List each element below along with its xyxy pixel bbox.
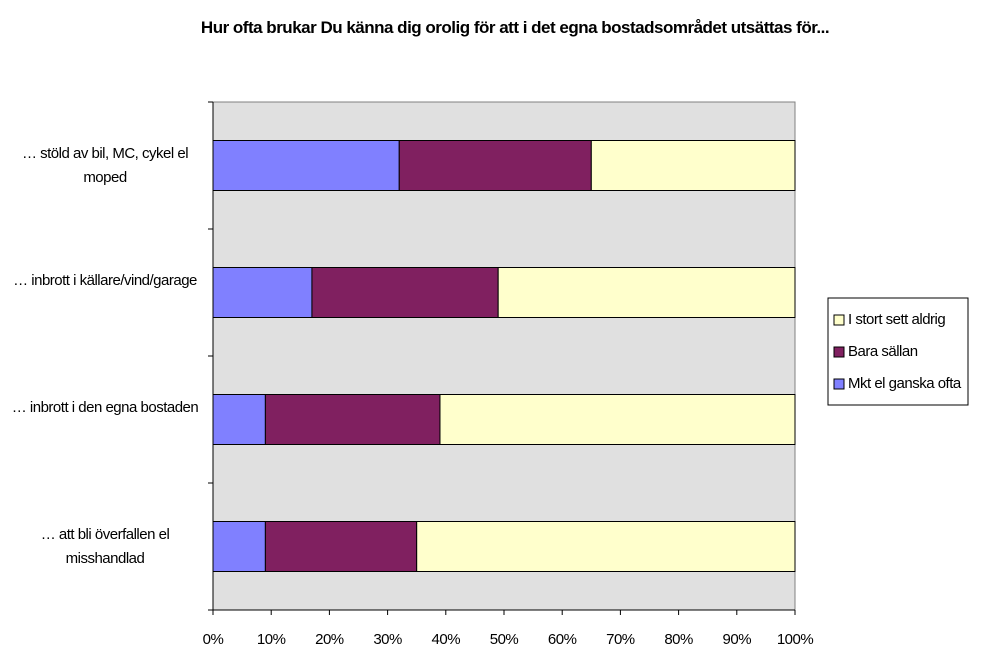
x-tick-label: 80% [664,631,693,648]
bar-segment [212,394,266,445]
x-tick-label: 70% [606,631,635,648]
y-tick-label: … inbrott i källare/vind/garage [13,271,197,289]
x-tick-label: 90% [723,631,752,648]
x-tick-label: 100% [777,631,814,648]
bar-segment [212,267,313,318]
bar-segment [264,521,418,572]
x-tick-label: 60% [548,631,577,648]
x-tick-label: 30% [373,631,402,648]
legend-label: Mkt el ganska ofta [848,375,962,392]
y-tick-label: … att bli överfallen el misshandlad [40,525,170,567]
legend-label: Bara sällan [848,343,918,360]
x-tick-label: 0% [203,631,224,648]
bar-segment [212,521,266,572]
bar-segment [311,267,499,318]
bar-segment [590,140,796,191]
x-tick-label: 20% [315,631,344,648]
bar-segment [264,394,441,445]
legend-box [827,297,969,406]
legend-label: I stort sett aldrig [848,311,945,328]
bar-segment [398,140,592,191]
x-tick-label: 40% [432,631,461,648]
bar-segment [497,267,796,318]
x-tick-label: 50% [490,631,519,648]
legend-swatch [833,314,845,326]
bar-segment [416,521,796,572]
bar-segment [439,394,796,445]
chart-title: Hur ofta brukar Du känna dig orolig för … [200,18,830,37]
x-tick-label: 10% [257,631,286,648]
legend-swatch [833,378,845,390]
bar-segment [212,140,400,191]
y-tick-label: … stöld av bil, MC, cykel el moped [21,144,189,186]
y-tick-label: … inbrott i den egna bostaden [11,398,199,416]
legend-swatch [833,346,845,358]
